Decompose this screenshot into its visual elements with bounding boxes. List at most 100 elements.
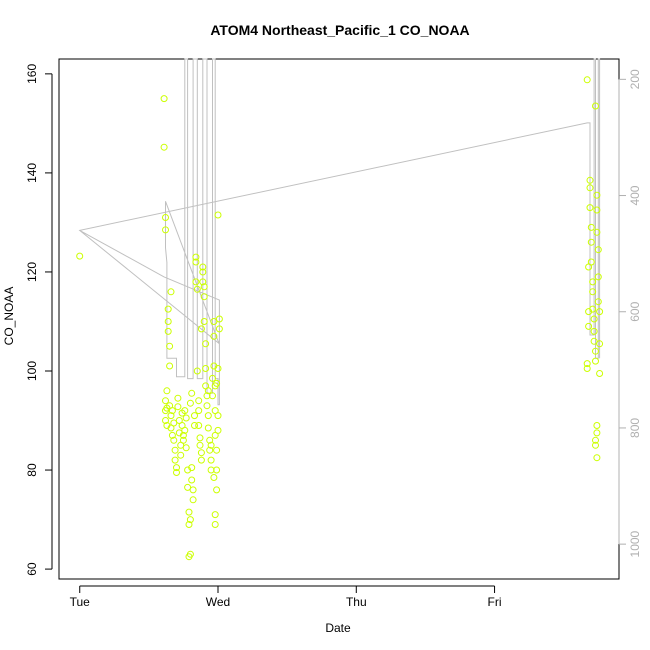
data-point-22 xyxy=(170,419,178,427)
plot-frame xyxy=(58,58,620,580)
data-point-29 xyxy=(174,403,182,411)
x-tick-label-0: Tue xyxy=(70,595,91,609)
data-point-41 xyxy=(182,444,190,452)
data-point-27 xyxy=(173,469,180,476)
data-point-72 xyxy=(200,283,208,291)
data-point-57 xyxy=(192,253,200,261)
data-point-119 xyxy=(587,223,595,231)
data-point-50 xyxy=(188,476,196,484)
data-point-49 xyxy=(188,464,196,472)
data-point-130 xyxy=(593,191,601,199)
data-point-71 xyxy=(199,278,207,286)
series-line-0 xyxy=(78,58,601,406)
data-point-143 xyxy=(592,441,599,449)
data-point-62 xyxy=(195,397,203,405)
data-point-44 xyxy=(185,508,193,516)
data-point-46 xyxy=(186,516,194,524)
data-point-140 xyxy=(592,436,599,444)
data-point-70 xyxy=(199,268,207,276)
data-point-24 xyxy=(171,446,179,454)
data-point-45 xyxy=(185,521,193,528)
data-point-5 xyxy=(162,397,169,405)
data-point-105 xyxy=(214,211,222,219)
data-point-101 xyxy=(215,315,223,323)
data-point-116 xyxy=(586,176,594,184)
y2-tick-label-2: 600 xyxy=(628,301,642,321)
data-point-85 xyxy=(209,374,216,382)
data-point-43 xyxy=(184,483,192,491)
data-point-88 xyxy=(210,332,218,340)
data-point-14 xyxy=(166,342,174,350)
data-point-21 xyxy=(168,407,176,415)
data-point-69 xyxy=(199,263,207,271)
y-tick-label-4: 140 xyxy=(25,163,39,183)
data-point-107 xyxy=(204,387,212,395)
x-axis-label: Date xyxy=(325,621,351,635)
data-point-132 xyxy=(593,228,601,236)
data-point-123 xyxy=(589,288,597,296)
y-axis-label: CO_NOAA xyxy=(2,287,16,346)
data-point-28 xyxy=(174,394,182,402)
data-point-118 xyxy=(586,204,594,212)
data-point-139 xyxy=(592,102,599,110)
data-point-61 xyxy=(193,367,201,375)
data-point-126 xyxy=(590,327,598,335)
data-point-131 xyxy=(593,206,601,214)
data-point-23 xyxy=(170,436,178,444)
data-point-67 xyxy=(197,449,205,457)
data-point-65 xyxy=(196,434,204,442)
data-point-103 xyxy=(213,379,221,387)
data-point-4 xyxy=(162,226,169,234)
y2-tick-label-3: 800 xyxy=(628,418,642,438)
data-point-142 xyxy=(593,429,601,437)
y-tick-label-5: 160 xyxy=(25,64,39,84)
data-point-120 xyxy=(587,238,595,246)
data-point-144 xyxy=(593,454,601,462)
data-point-11 xyxy=(164,305,172,313)
data-point-133 xyxy=(594,246,602,254)
series-layer xyxy=(76,58,604,561)
data-point-96 xyxy=(211,511,219,519)
data-point-125 xyxy=(590,315,598,323)
data-point-99 xyxy=(214,426,222,434)
data-point-111 xyxy=(583,360,591,368)
data-point-141 xyxy=(593,422,601,429)
data-point-54 xyxy=(188,389,196,397)
data-point-73 xyxy=(200,293,208,301)
data-point-82 xyxy=(206,446,214,454)
data-point-117 xyxy=(586,184,594,192)
data-point-59 xyxy=(192,278,200,286)
axis-layer: Tue Wed Thu Fri 60 80 100 120 140 160 200 400 600 800… xyxy=(25,64,642,609)
data-point-87 xyxy=(210,318,218,325)
data-point-36 xyxy=(179,431,187,439)
data-point-121 xyxy=(587,258,595,266)
data-point-86 xyxy=(209,392,216,400)
x-tick-label-1: Wed xyxy=(206,595,230,609)
data-point-93 xyxy=(213,446,221,454)
y-tick-label-2: 100 xyxy=(25,361,39,381)
data-point-127 xyxy=(590,337,598,345)
data-point-25 xyxy=(171,456,179,464)
data-point-78 xyxy=(203,402,211,410)
data-point-74 xyxy=(200,318,208,325)
data-point-136 xyxy=(596,308,604,316)
data-point-33 xyxy=(177,451,185,459)
data-point-124 xyxy=(589,305,597,313)
data-point-48 xyxy=(185,553,193,561)
data-point-26 xyxy=(173,464,180,472)
y-tick-label-3: 120 xyxy=(25,262,39,282)
x-tick-label-2: Thu xyxy=(346,595,367,609)
data-point-12 xyxy=(164,318,172,325)
data-point-128 xyxy=(592,347,599,355)
data-point-68 xyxy=(197,456,205,464)
data-point-8 xyxy=(163,387,171,395)
data-point-112 xyxy=(583,365,591,372)
data-point-81 xyxy=(206,436,214,444)
data-point-137 xyxy=(596,340,604,348)
data-point-108 xyxy=(202,365,210,372)
y2-tick-label-1: 400 xyxy=(628,185,642,205)
data-point-38 xyxy=(181,426,189,434)
data-point-13 xyxy=(164,327,172,335)
data-point-138 xyxy=(596,370,604,377)
